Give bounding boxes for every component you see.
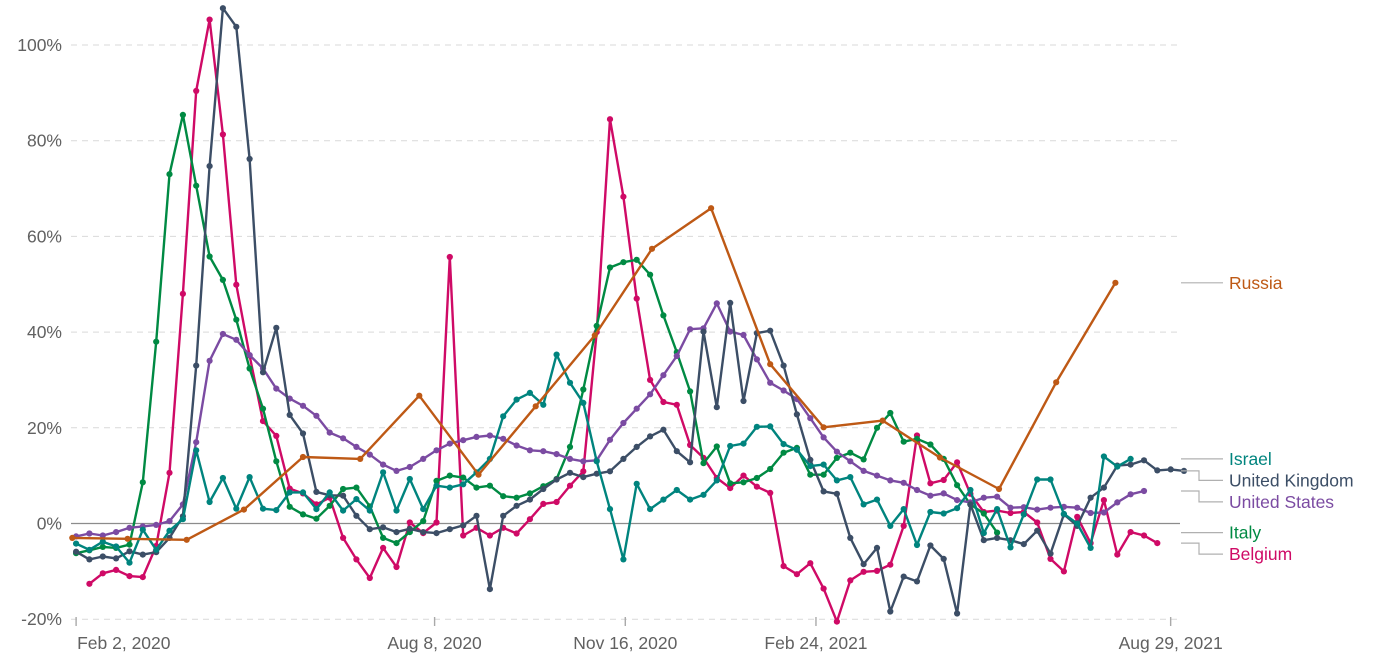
line-italy	[74, 113, 999, 555]
x-tick-label-feb-2-2020: Feb 2, 2020	[77, 633, 171, 653]
y-tick-label-40: 40%	[27, 322, 62, 342]
series-lines	[69, 5, 1188, 625]
series-israel[interactable]	[73, 351, 1134, 566]
x-tick-label-nov-16-2020: Nov 16, 2020	[573, 633, 677, 653]
line-israel	[74, 353, 1132, 564]
label-connector	[1181, 490, 1223, 503]
entity-label-israel[interactable]: Israel	[1181, 449, 1272, 469]
x-tick-label-aug-8-2020: Aug 8, 2020	[387, 633, 482, 653]
entity-label-text[interactable]: United Kingdom	[1229, 470, 1354, 490]
y-tick-label-100: 100%	[17, 35, 62, 55]
x-tick-label-aug-29-2021: Aug 29, 2021	[1119, 633, 1223, 653]
y-tick-label-20: 20%	[27, 418, 62, 438]
entity-label-text[interactable]: Russia	[1229, 273, 1283, 293]
entity-label-text[interactable]: United States	[1229, 492, 1334, 512]
entity-label-belgium[interactable]: Belgium	[1181, 542, 1292, 564]
entity-label-russia[interactable]: Russia	[1181, 273, 1283, 293]
y-tick-label--20: -20%	[21, 609, 62, 629]
series-russia[interactable]	[69, 205, 1119, 543]
entity-label-united-kingdom[interactable]: United Kingdom	[1181, 470, 1354, 490]
label-connector	[1181, 542, 1223, 555]
series-italy[interactable]	[73, 111, 1001, 557]
y-tick-label-80: 80%	[27, 131, 62, 151]
y-tick-label-60: 60%	[27, 226, 62, 246]
entity-label-text[interactable]: Italy	[1229, 523, 1261, 543]
entity-label-text[interactable]: Israel	[1229, 449, 1272, 469]
gridlines	[71, 44, 1180, 620]
x-tick-label-feb-24-2021: Feb 24, 2021	[764, 633, 867, 653]
series-united-states[interactable]	[73, 300, 1148, 540]
entity-label-italy[interactable]: Italy	[1181, 523, 1261, 543]
entity-label-united-states[interactable]: United States	[1181, 490, 1334, 512]
axes: 100% 80% 60% 40% 20% 0% -20% Feb 2, 2020 Aug 8, …	[17, 35, 1222, 653]
label-connector	[1181, 470, 1223, 481]
entity-label-text[interactable]: Belgium	[1229, 544, 1292, 564]
y-tick-label-0: 0%	[37, 514, 62, 534]
